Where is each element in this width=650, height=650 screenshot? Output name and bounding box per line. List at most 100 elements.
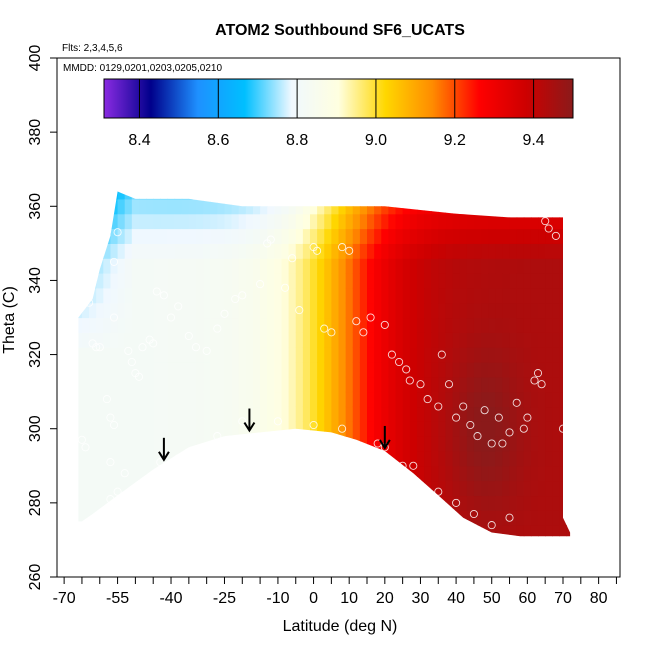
heatmap-cell (345, 376, 354, 393)
heatmap-cell (466, 332, 475, 348)
heatmap-cell (174, 450, 183, 467)
heatmap-cell (416, 465, 425, 482)
y-tick-label: 300 (27, 415, 44, 442)
heatmap-cell (438, 436, 446, 452)
heatmap-cell (388, 213, 397, 230)
heatmap-cell (509, 406, 518, 422)
sample-point (480, 406, 489, 415)
heatmap-cell (466, 450, 475, 467)
heatmap-cell (402, 436, 411, 452)
heatmap-cell (416, 287, 425, 304)
heatmap-cell (345, 287, 354, 304)
heatmap-cell (124, 287, 133, 304)
heatmap-cell (295, 302, 304, 319)
heatmap-cell (338, 480, 347, 497)
heatmap-cell (445, 198, 454, 215)
heatmap-cell (445, 436, 454, 452)
heatmap-cell (566, 287, 571, 304)
heatmap-cell (110, 228, 119, 244)
heatmap-cell (138, 525, 147, 537)
heatmap-cell (452, 525, 461, 537)
heatmap-cell (309, 391, 318, 408)
heatmap-cell (523, 317, 532, 333)
heatmap-cell (188, 243, 197, 259)
heatmap-cell (245, 347, 254, 363)
heatmap-cell (502, 525, 511, 537)
sample-point (423, 395, 432, 404)
heatmap-cell (188, 421, 197, 437)
heatmap-cell (367, 213, 375, 230)
heatmap-cell (238, 480, 247, 497)
heatmap-cell (402, 510, 411, 526)
heatmap-cell (153, 228, 161, 244)
heatmap-cell (103, 391, 112, 408)
heatmap-cell (473, 421, 482, 437)
heatmap-cell (552, 347, 561, 363)
heatmap-cell (409, 302, 418, 319)
heatmap-cell (174, 332, 183, 348)
heatmap-cell (367, 421, 375, 437)
heatmap-cell (89, 258, 97, 274)
sample-point (120, 469, 129, 478)
heatmap-cell (302, 525, 311, 537)
heatmap-cell (502, 191, 511, 200)
heatmap-cell (502, 273, 511, 289)
heatmap-cell (138, 421, 147, 437)
heatmap-cell (473, 480, 482, 497)
heatmap-cell (210, 302, 218, 319)
heatmap-cell (481, 347, 489, 363)
heatmap-cell (352, 480, 361, 497)
heatmap-cell (466, 228, 475, 244)
heatmap-cell (516, 273, 525, 289)
heatmap-cell (153, 480, 161, 497)
heatmap-cell (295, 228, 304, 244)
heatmap-cell (117, 287, 126, 304)
sample-point (558, 424, 568, 433)
sample-point (434, 402, 443, 411)
heatmap-cell (324, 525, 332, 537)
heatmap-cell (317, 450, 325, 467)
heatmap-cell (274, 525, 283, 537)
heatmap-cell (345, 258, 354, 274)
heatmap-cell (495, 376, 504, 393)
heatmap-cell (210, 525, 218, 537)
heatmap-cell (459, 243, 468, 259)
heatmap-cell (445, 332, 454, 348)
heatmap-cell (359, 510, 368, 526)
heatmap-cell (181, 495, 190, 511)
heatmap-cell (402, 450, 411, 467)
heatmap-cell (224, 228, 233, 244)
heatmap-cell (538, 421, 546, 437)
heatmap-cell (488, 436, 496, 452)
heatmap-cell (131, 495, 140, 511)
heatmap-cell (459, 465, 468, 482)
heatmap-cell (324, 198, 332, 215)
heatmap-cell (566, 436, 571, 452)
heatmap-cell (89, 243, 97, 259)
heatmap-cell (523, 361, 532, 378)
heatmap-cell (210, 391, 218, 408)
heatmap-cell (117, 191, 126, 200)
heatmap-cell (367, 480, 375, 497)
heatmap-cell (217, 510, 226, 526)
heatmap-cell (274, 480, 283, 497)
y-tick-label: 280 (27, 489, 44, 516)
heatmap-cell (288, 347, 297, 363)
heatmap-cell (538, 191, 546, 200)
heatmap-cell (452, 228, 461, 244)
heatmap-cell (238, 406, 247, 422)
heatmap-cell (81, 347, 90, 363)
heatmap-cell (217, 480, 226, 497)
heatmap-cell (566, 243, 571, 259)
heatmap-cell (195, 317, 204, 333)
heatmap-cell (445, 510, 454, 526)
heatmap-cell (203, 287, 211, 304)
heatmap-cell (566, 406, 571, 422)
heatmap-cell (89, 213, 97, 230)
heatmap-cell (367, 436, 375, 452)
heatmap-cell (131, 480, 140, 497)
heatmap-cell (281, 198, 290, 215)
heatmap-cell (81, 317, 90, 333)
heatmap-cell (409, 406, 418, 422)
heatmap-cell (431, 258, 439, 274)
